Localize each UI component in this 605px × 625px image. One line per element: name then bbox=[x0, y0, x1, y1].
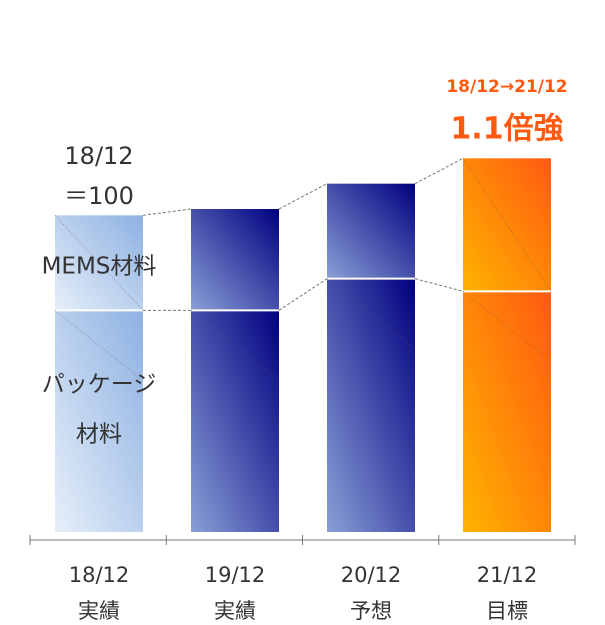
series-label: MEMS材料 bbox=[42, 254, 157, 280]
diagonal bbox=[190, 310, 280, 381]
base-label: ＝100 bbox=[64, 182, 134, 210]
x-tick-label: 実績 bbox=[214, 599, 256, 623]
diagonal bbox=[54, 215, 144, 311]
x-tick-label: 21/12 bbox=[477, 563, 538, 587]
x-tick-label: 19/12 bbox=[205, 563, 266, 587]
x-tick-label: 18/12 bbox=[69, 563, 130, 587]
annotation: 18/12→21/12 bbox=[446, 77, 567, 97]
bar-segment bbox=[191, 310, 279, 532]
diagonal bbox=[462, 291, 552, 362]
x-tick-label: 目標 bbox=[486, 599, 528, 623]
bar-segment bbox=[55, 310, 143, 532]
diagonal bbox=[54, 310, 144, 381]
diagonal bbox=[190, 208, 280, 311]
series-label: パッケージ bbox=[42, 372, 157, 398]
connector bbox=[278, 183, 328, 210]
connector bbox=[278, 278, 328, 311]
diagonal bbox=[462, 158, 552, 292]
annotation: 1.1倍強 bbox=[450, 112, 563, 147]
x-tick-label: 20/12 bbox=[341, 563, 402, 587]
series-label: 材料 bbox=[76, 422, 122, 448]
diagonal bbox=[326, 278, 416, 349]
bar-segment bbox=[327, 183, 415, 279]
bar-segment bbox=[327, 278, 415, 532]
x-tick-label: 予想 bbox=[350, 599, 392, 623]
x-tick-label: 実績 bbox=[78, 599, 120, 623]
connector bbox=[142, 208, 192, 216]
base-label: 18/12 bbox=[64, 142, 133, 170]
diagonal bbox=[326, 183, 416, 279]
connector bbox=[414, 157, 464, 185]
bar-segment bbox=[463, 291, 551, 532]
connector bbox=[414, 278, 464, 292]
